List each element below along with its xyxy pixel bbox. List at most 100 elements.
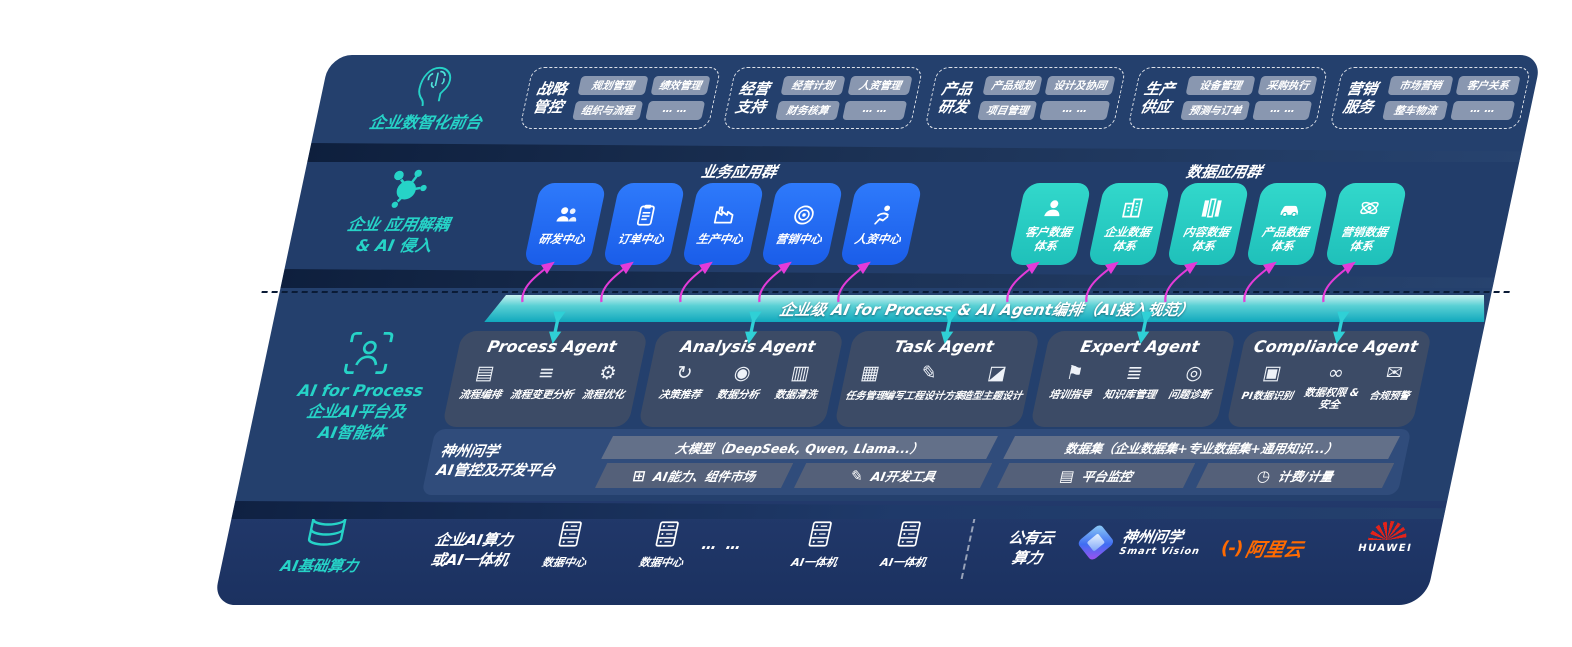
flow-optimization-icon: ⚙	[597, 362, 619, 384]
molecule-icon	[391, 169, 427, 208]
partner-smartvision: 神州问学 Smart Vision	[1076, 523, 1204, 562]
agent-feature: ≡ 流程变更分析	[508, 362, 575, 401]
partner-huawei: HUAWEI	[1342, 521, 1433, 554]
layer-app-decoupling: 企业 应用解耦 & AI 侵入 业务应用群 数据应用群 研发中心 订单中心	[280, 161, 1520, 287]
chip: … …	[842, 101, 908, 120]
platform-label-line2: AI管控及开发平台	[434, 463, 557, 479]
problem-diagnosis-icon: ◎	[1183, 362, 1205, 384]
diagram-slab: 企业数智化前台 战略管控 规划管理 绩效管理 组织与流程 … … 经营支持 经营…	[213, 55, 1542, 605]
knowledge-base-icon: ≣	[1124, 362, 1145, 384]
model-bar: 大模型（DeepSeek, Qwen, Llama...）	[601, 436, 998, 459]
compliance-alert-icon: ✉	[1383, 362, 1405, 384]
decoupling-label-line2: & AI 侵入	[354, 235, 434, 255]
front-office-group-supply: 生产供应 设备管理 采购执行 预测与订单 … …	[1127, 67, 1329, 129]
decoupling-rail: 企业 应用解耦 & AI 侵入	[309, 165, 493, 257]
agent-feature: ↻ 决策推荐	[657, 362, 703, 401]
chip: 产品规划	[982, 76, 1043, 95]
car-icon	[1280, 205, 1299, 218]
platform-monitor-icon: ▤	[1058, 466, 1077, 485]
pi-data-recognition-icon: ▣	[1260, 362, 1284, 384]
styling-theme-icon: ◪	[985, 362, 1009, 384]
dev-tools-icon: ✎	[848, 466, 866, 485]
data-permission-icon: ∞	[1325, 362, 1347, 384]
node-datacenter-1: 数据中心	[527, 519, 610, 570]
ai-dev-platform-panel: 神州问学 AI管控及开发平台 大模型（DeepSeek, Qwen, Llama…	[421, 429, 1412, 495]
atom-icon	[1360, 201, 1379, 215]
agent-feature: ◎ 问题诊断	[1167, 362, 1212, 401]
chip: 设计及协同	[1044, 76, 1116, 95]
ai-orchestration-title: 企业级 AI for Process & AI Agent编排（AI接入规范）	[777, 300, 1196, 319]
chip: 预测与订单	[1179, 101, 1251, 120]
chip: 整车物流	[1382, 101, 1448, 120]
people-icon	[556, 206, 577, 222]
task-management-icon: ▦	[858, 362, 882, 384]
brain-icon	[418, 66, 452, 107]
factory-icon	[713, 206, 734, 224]
content-icon	[1201, 198, 1222, 218]
chip: … …	[1449, 101, 1516, 120]
server-icon	[558, 521, 582, 547]
platform-label-line1: 神州问学	[438, 444, 501, 461]
huawei-logo-icon	[1367, 521, 1410, 540]
data-app-tiles: 客户数据体系 企业数据体系 内容数据体系	[1008, 183, 1408, 265]
layer-ai-platform: 企业级 AI for Process & AI Agent编排（AI接入规范） …	[235, 287, 1510, 501]
front-office-groups: 战略管控 规划管理 绩效管理 组织与流程 … … 经营支持 经营计划 人资管理 …	[519, 67, 1532, 129]
chip: 人资管理	[847, 76, 913, 95]
layer-front-office: 企业数智化前台 战略管控 规划管理 绩效管理 组织与流程 … … 经营支持 经营…	[307, 55, 1542, 161]
tile-content-data: 内容数据体系	[1166, 183, 1250, 265]
chip: … …	[1252, 101, 1313, 120]
server-icon	[655, 521, 679, 547]
tile-hr-center: 人资中心	[839, 183, 923, 265]
tile-rd-center: 研发中心	[523, 183, 607, 265]
platform-label: 神州问学 AI管控及开发平台	[434, 443, 594, 481]
partner-alibaba-cloud: (-) 阿里云	[1218, 538, 1306, 561]
model-group: 大模型（DeepSeek, Qwen, Llama...） ⊞ AI能力、组件市…	[595, 436, 998, 488]
front-office-group-operation: 经营支持 经营计划 人资管理 财务核算 … …	[721, 67, 924, 129]
chip: 规划管理	[577, 76, 649, 95]
infra-label: AI基础算力	[278, 557, 360, 575]
agent-feature: ≣ 知识库管理	[1102, 362, 1158, 401]
chip: 财务核算	[774, 101, 841, 120]
building-icon	[1122, 198, 1143, 218]
agent-cards: Process Agent ▤ 流程编排 ≡ 流程变更分析 ⚙ 流程优化	[441, 331, 1433, 427]
public-cloud-label: 公有云 算力	[1006, 529, 1056, 567]
chip: 组织与流程	[572, 101, 643, 120]
agent-compliance: Compliance Agent ▣ PI数据识别 ∞ 数据权限 & 安全 ✉ …	[1225, 331, 1433, 427]
decoupling-label-line1: 企业 应用解耦	[345, 215, 452, 234]
component-market-icon: ⊞	[631, 466, 648, 485]
agent-feature: ◉ 数据分析	[715, 362, 761, 401]
node-ai-appliance-2: AI一体机	[866, 519, 949, 570]
ai-platform-label-zh1: 企业AI平台及	[305, 401, 408, 421]
dataset-bar: 数据集（企业数据集+专业数据集+通用知识...）	[1003, 436, 1400, 459]
chip: 采购执行	[1257, 76, 1318, 95]
cloud-divider	[960, 517, 976, 579]
smartvision-logo-icon	[1076, 523, 1115, 562]
server-icon	[808, 521, 832, 547]
flow-change-analysis-icon: ≡	[536, 362, 557, 384]
alibaba-cloud-logo-icon: (-)	[1218, 538, 1245, 559]
front-office-rail: 企业数智化前台	[333, 61, 528, 134]
dataset-group: 数据集（企业数据集+专业数据集+通用知识...） ▤ 平台监控 ◷ 计费/计量	[997, 436, 1400, 488]
flow-orchestration-icon: ▤	[473, 362, 497, 384]
data-apps-title: 数据应用群	[1184, 163, 1264, 181]
data-analysis-icon: ◉	[731, 362, 754, 384]
business-app-tiles: 研发中心 订单中心 生产中心	[523, 183, 923, 265]
separation-dashed-line	[261, 291, 1510, 293]
front-office-group-strategy: 战略管控 规划管理 绩效管理 组织与流程 … …	[519, 67, 722, 129]
chip: 设备管理	[1185, 76, 1256, 95]
target-icon	[794, 205, 814, 225]
tile-customer-data: 客户数据体系	[1008, 183, 1092, 265]
infra-rail: AI基础算力	[247, 511, 401, 576]
agent-analysis: Analysis Agent ↻ 决策推荐 ◉ 数据分析 ▥ 数据清洗	[637, 331, 845, 427]
layer-infrastructure: AI基础算力 企业AI算力 或AI一体机 数据中心 数据中心 … …	[213, 501, 1448, 605]
agent-expert: Expert Agent ⚑ 培训指导 ≣ 知识库管理 ◎ 问题诊断	[1029, 331, 1237, 427]
ellipsis: … …	[700, 535, 746, 553]
chip: … …	[644, 101, 705, 120]
tile-marketing-center: 营销中心	[760, 183, 844, 265]
ai-orchestration-band: 企业级 AI for Process & AI Agent编排（AI接入规范）	[484, 295, 1490, 322]
tile-order-center: 订单中心	[602, 183, 686, 265]
front-office-group-marketing: 营销服务 市场营销 客户关系 整车物流 … …	[1329, 67, 1532, 129]
agent-task: Task Agent ▦ 任务管理 ✎ 编写工程设计方案 ◪ 造型主题设计	[833, 331, 1041, 427]
ai-platform-rail: AI for Process 企业AI平台及 AI智能体	[269, 329, 453, 443]
